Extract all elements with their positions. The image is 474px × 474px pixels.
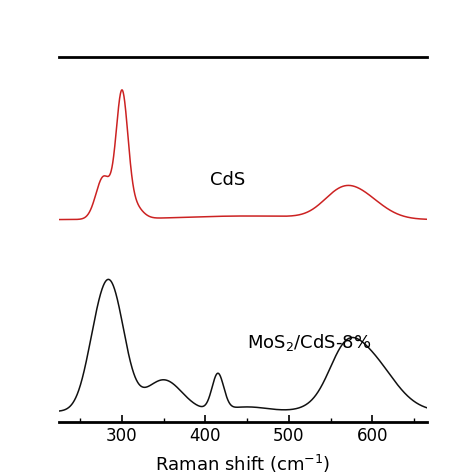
Text: CdS: CdS xyxy=(210,171,245,189)
Text: MoS$_2$/CdS-8%: MoS$_2$/CdS-8% xyxy=(247,332,371,353)
X-axis label: Raman shift (cm$^{-1}$): Raman shift (cm$^{-1}$) xyxy=(155,453,330,474)
